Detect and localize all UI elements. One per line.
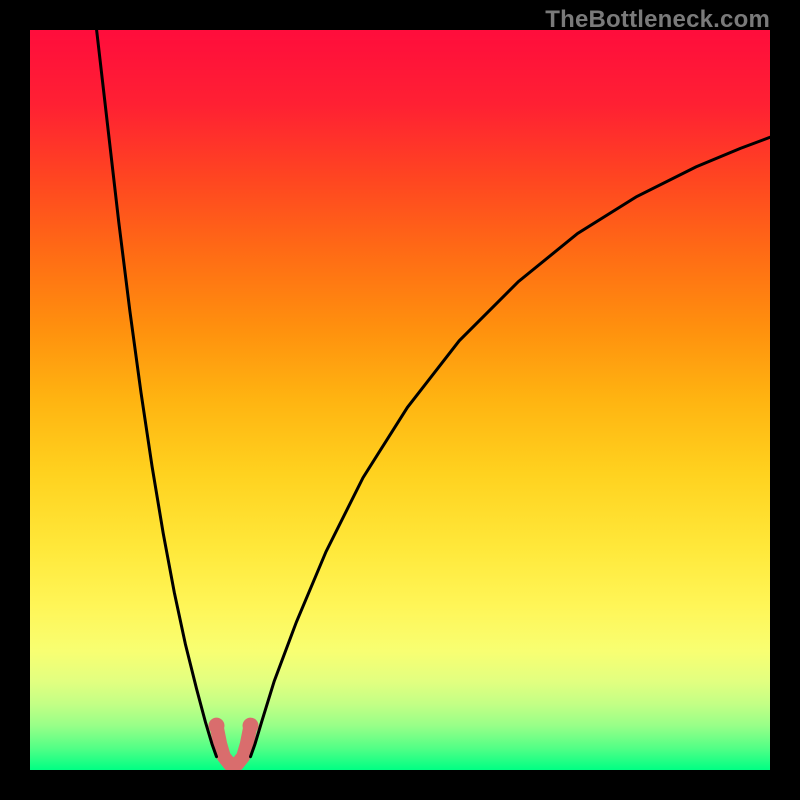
- gradient-background: [30, 30, 770, 770]
- watermark-text: TheBottleneck.com: [545, 6, 770, 34]
- chart-frame: TheBottleneck.com: [0, 0, 800, 800]
- plot-area: [30, 30, 770, 770]
